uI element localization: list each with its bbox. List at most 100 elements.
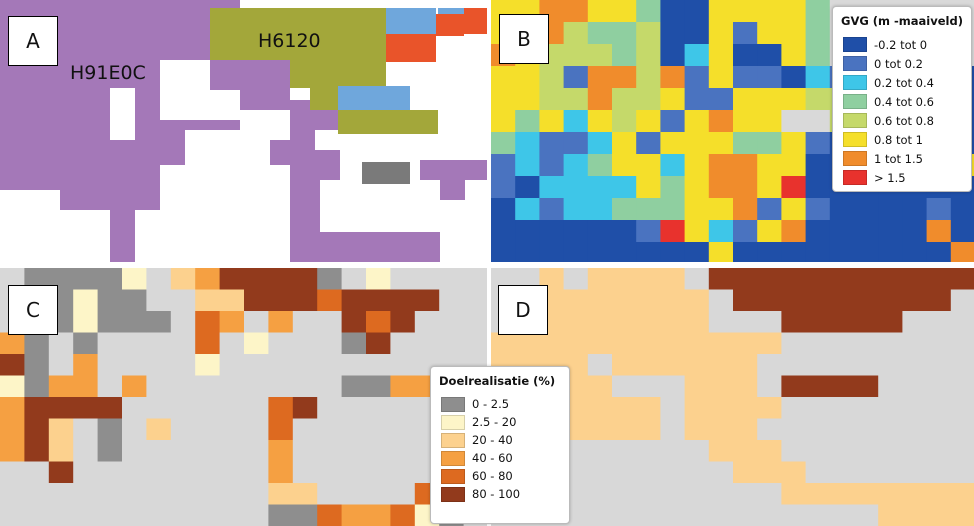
raster-cell — [612, 289, 637, 312]
raster-cell — [708, 176, 734, 199]
doelrealisatie-map-c — [0, 268, 487, 526]
raster-cell — [292, 311, 318, 333]
raster-cell — [757, 504, 782, 526]
raster-cell — [463, 332, 487, 355]
legend-swatch — [441, 450, 465, 466]
raster-cell — [170, 268, 196, 290]
raster-cell — [195, 311, 221, 333]
raster-cell — [244, 504, 269, 526]
raster-cell — [341, 418, 367, 441]
raster-cell — [170, 354, 196, 376]
raster-cell — [733, 88, 758, 111]
raster-cell — [146, 268, 172, 290]
raster-cell — [97, 461, 123, 484]
raster-cell — [24, 375, 50, 398]
raster-cell — [146, 440, 172, 462]
gvg-legend-item: 0 tot 0.2 — [843, 54, 971, 73]
raster-cell — [587, 483, 613, 505]
raster-cell — [73, 504, 99, 526]
legend-swatch — [441, 414, 465, 430]
raster-cell — [757, 332, 782, 355]
raster-cell — [0, 268, 25, 290]
raster-cell — [684, 88, 710, 111]
raster-cell — [805, 268, 831, 290]
raster-cell — [805, 289, 831, 312]
raster-cell — [708, 397, 734, 419]
raster-cell — [926, 289, 952, 312]
raster-cell — [902, 461, 928, 484]
raster-cell — [341, 397, 367, 419]
raster-cell — [660, 198, 686, 221]
raster-cell — [515, 154, 540, 177]
raster-cell — [878, 289, 903, 312]
raster-cell — [563, 0, 589, 23]
raster-cell — [48, 332, 74, 355]
raster-cell — [757, 66, 782, 89]
raster-cell — [805, 22, 831, 45]
raster-cell — [195, 504, 221, 526]
raster-cell — [195, 354, 221, 376]
raster-cell — [878, 268, 903, 290]
raster-cell — [902, 504, 928, 526]
raster-cell — [708, 418, 734, 441]
raster-cell — [612, 483, 637, 505]
doel-legend-label: 2.5 - 20 — [472, 415, 517, 429]
raster-cell — [48, 418, 74, 441]
raster-cell — [563, 311, 589, 333]
raster-cell — [829, 198, 855, 221]
raster-cell — [48, 397, 74, 419]
raster-cell — [733, 289, 758, 312]
raster-cell — [757, 22, 782, 45]
raster-cell — [636, 88, 661, 111]
raster-cell — [660, 154, 686, 177]
raster-cell — [491, 176, 516, 199]
raster-cell — [805, 220, 831, 243]
raster-cell — [660, 418, 686, 441]
raster-cell — [612, 311, 637, 333]
raster-cell — [878, 440, 903, 462]
gvg-legend-label: 1 tot 1.5 — [874, 151, 923, 166]
raster-cell — [122, 397, 147, 419]
raster-cell — [733, 22, 758, 45]
raster-cell — [805, 418, 831, 441]
raster-cell — [660, 504, 686, 526]
raster-cell — [805, 154, 831, 177]
raster-cell — [219, 268, 245, 290]
raster-cell — [146, 332, 172, 355]
gvg-legend-item: 0.8 tot 1 — [843, 130, 971, 149]
gvg-legend-item: > 1.5 — [843, 168, 971, 187]
raster-cell — [587, 88, 613, 111]
raster-cell — [219, 461, 245, 484]
raster-cell — [341, 440, 367, 462]
raster-cell — [854, 198, 879, 221]
raster-cell — [366, 418, 391, 441]
raster-cell — [491, 242, 516, 262]
raster-cell — [24, 332, 50, 355]
raster-cell — [950, 483, 974, 505]
raster-cell — [122, 461, 147, 484]
raster-cell — [660, 220, 686, 243]
raster-cell — [366, 461, 391, 484]
raster-cell — [733, 132, 758, 155]
raster-cell — [757, 461, 782, 484]
raster-cell — [563, 220, 589, 243]
raster-cell — [219, 440, 245, 462]
raster-cell — [563, 88, 589, 111]
raster-cell — [48, 440, 74, 462]
raster-cell — [805, 132, 831, 155]
raster-cell — [684, 332, 710, 355]
raster-cell — [950, 268, 974, 290]
raster-cell — [268, 418, 294, 441]
raster-cell — [341, 375, 367, 398]
raster-cell — [781, 132, 807, 155]
raster-cell — [170, 418, 196, 441]
raster-cell — [515, 132, 540, 155]
raster-cell — [563, 44, 589, 67]
raster-cell — [268, 289, 294, 312]
raster-cell — [515, 110, 540, 133]
raster-cell — [317, 332, 343, 355]
raster-cell — [563, 332, 589, 355]
raster-cell — [781, 198, 807, 221]
raster-cell — [636, 22, 661, 45]
raster-cell — [244, 289, 269, 312]
